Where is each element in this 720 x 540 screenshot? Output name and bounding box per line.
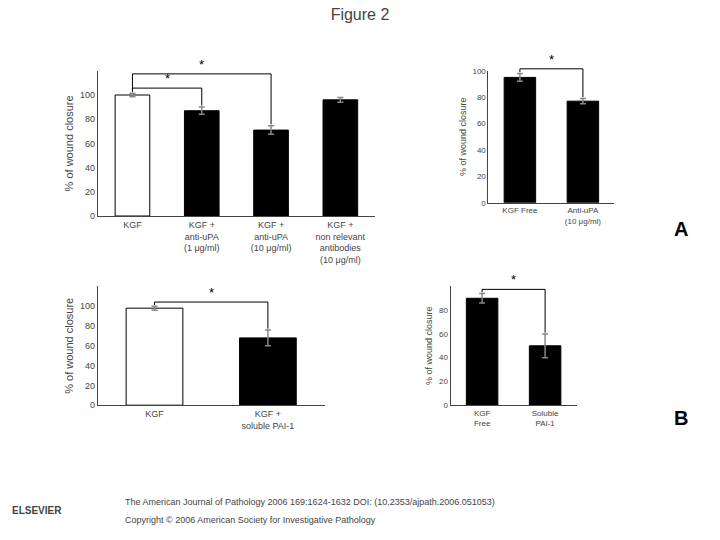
svg-text:A: A — [674, 218, 688, 240]
svg-text:KGFFree: KGFFree — [474, 409, 491, 428]
svg-text:40: 40 — [439, 353, 448, 362]
svg-text:B: B — [674, 407, 688, 429]
svg-text:20: 20 — [85, 381, 95, 391]
svg-text:The American Journal of Pathol: The American Journal of Pathology 2006 1… — [125, 497, 495, 507]
svg-text:KGF +anti-uPA(10 μg/ml): KGF +anti-uPA(10 μg/ml) — [251, 220, 292, 253]
svg-text:60: 60 — [85, 139, 95, 149]
svg-text:KGF: KGF — [123, 220, 142, 230]
svg-text:80: 80 — [85, 114, 95, 124]
svg-text:*: * — [199, 57, 204, 72]
svg-text:20: 20 — [85, 187, 95, 197]
svg-text:60: 60 — [85, 341, 95, 351]
svg-text:40: 40 — [85, 163, 95, 173]
svg-text:20: 20 — [439, 377, 448, 386]
svg-text:0: 0 — [481, 199, 486, 208]
svg-text:KGF +soluble PAI-1: KGF +soluble PAI-1 — [241, 409, 294, 431]
svg-text:SolublePAI-1: SolublePAI-1 — [532, 409, 559, 428]
svg-text:*: * — [549, 52, 554, 67]
svg-text:100: 100 — [472, 67, 486, 76]
svg-text:*: * — [165, 71, 170, 86]
svg-text:80: 80 — [85, 321, 95, 331]
svg-text:Figure 2: Figure 2 — [331, 6, 390, 23]
svg-text:*: * — [209, 285, 214, 300]
svg-text:40: 40 — [85, 361, 95, 371]
svg-text:% of wound closure: % of wound closure — [424, 307, 434, 386]
svg-text:60: 60 — [477, 119, 486, 128]
svg-text:Copyright © 2006 American Soci: Copyright © 2006 American Society for In… — [125, 515, 376, 525]
svg-text:KGF: KGF — [145, 409, 164, 419]
svg-text:% of wound closure: % of wound closure — [63, 95, 75, 191]
svg-text:*: * — [511, 272, 516, 287]
svg-text:60: 60 — [439, 330, 448, 339]
svg-text:0: 0 — [444, 401, 449, 410]
svg-text:100: 100 — [80, 301, 95, 311]
svg-text:20: 20 — [477, 172, 486, 181]
svg-text:ELSEVIER: ELSEVIER — [12, 505, 62, 516]
svg-text:80: 80 — [439, 306, 448, 315]
svg-text:0: 0 — [90, 211, 95, 221]
svg-text:% of wound closure: % of wound closure — [458, 98, 468, 177]
svg-text:80: 80 — [477, 93, 486, 102]
svg-text:KGF +non relevantantibodies(10: KGF +non relevantantibodies(10 μg/ml) — [316, 220, 366, 265]
svg-text:40: 40 — [477, 146, 486, 155]
svg-text:Anti-uPA(10 μg/ml): Anti-uPA(10 μg/ml) — [565, 206, 602, 225]
svg-text:0: 0 — [90, 400, 95, 410]
svg-text:KGF +anti-uPA(1 μg/ml): KGF +anti-uPA(1 μg/ml) — [184, 220, 220, 253]
svg-text:% of wound closure: % of wound closure — [63, 298, 75, 394]
svg-text:100: 100 — [80, 90, 95, 100]
svg-text:KGF Free: KGF Free — [502, 206, 538, 215]
